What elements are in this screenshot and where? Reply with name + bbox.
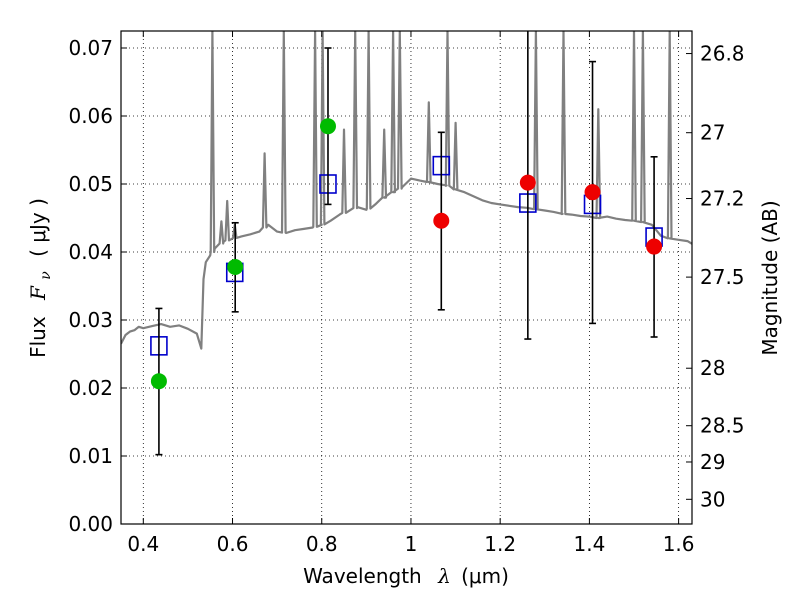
observed-flux-point (584, 184, 601, 201)
y2-tick-label: 30 (700, 487, 725, 511)
x-axis-label: Wavelength λ (μm) (303, 564, 509, 588)
observed-flux-point (227, 258, 244, 275)
x-tick-label: 1.4 (573, 532, 605, 556)
y-axis-label: Flux F ν ( μJy ) (26, 198, 55, 358)
x-axis-label-unit: (μm) (461, 564, 509, 588)
x-tick-label: 0.8 (306, 532, 338, 556)
grid-lines (121, 31, 692, 524)
y2-tick-label: 26.8 (700, 42, 745, 66)
y-axis-label-text: Flux (26, 316, 50, 358)
plot-frame (120, 30, 693, 525)
observed-flux-point (646, 238, 663, 255)
y-axis-label-unit: ( μJy ) (26, 198, 50, 257)
y2-tick-label: 27 (700, 121, 725, 145)
y2-tick-label: 28 (700, 356, 725, 380)
y-tick-label: 0.01 (68, 444, 113, 468)
y-axis-label-symbol: F (26, 285, 50, 301)
y-tick-label: 0.05 (68, 172, 113, 196)
axes: 0.4 0.6 0.8 1 1.2 1.4 1.6 0.00 0.01 0.02 0.03 0.04 0… (68, 31, 745, 556)
y-tick-label: 0.02 (68, 376, 113, 400)
y-tick-label: 0.04 (68, 240, 113, 264)
observed-flux-point (319, 118, 336, 135)
y2-tick-label: 27.5 (700, 265, 745, 289)
x-tick-label: 0.4 (127, 532, 159, 556)
x-tick-label: 1.2 (484, 532, 516, 556)
y2-tick-label: 29 (700, 450, 725, 474)
spectrum-line (121, 31, 692, 350)
x-tick-label: 0.6 (217, 532, 249, 556)
y-tick-label: 0.07 (68, 36, 113, 60)
x-tick-label: 1.6 (663, 532, 695, 556)
x-tick-label: 1 (405, 532, 418, 556)
observed-flux-point (150, 373, 167, 390)
y2-tick-label: 27.2 (700, 187, 745, 211)
y-tick-label: 0.06 (68, 104, 113, 128)
observed-flux-point (433, 212, 450, 229)
y-axis-label-subscript: ν (38, 271, 54, 280)
y-tick-label: 0.03 (68, 308, 113, 332)
plot-area (121, 31, 692, 456)
x-axis-label-text: Wavelength (303, 564, 422, 588)
y-tick-label: 0.00 (68, 512, 113, 536)
y2-axis-label: Magnitude (AB) (758, 200, 782, 355)
x-axis-label-symbol: λ (437, 564, 451, 588)
observed-flux-point (519, 174, 536, 191)
y2-tick-label: 28.5 (700, 414, 745, 438)
